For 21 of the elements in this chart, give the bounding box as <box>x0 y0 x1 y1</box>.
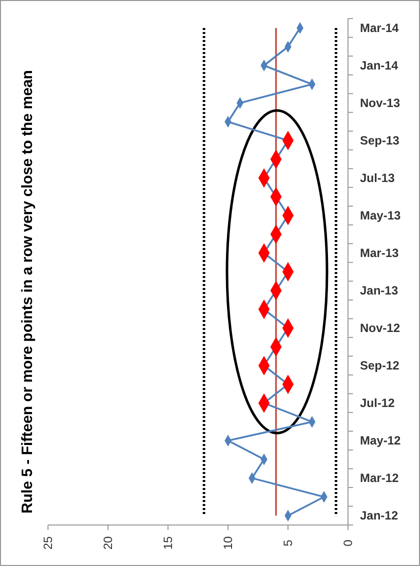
y-tick-label: Jan-14 <box>360 58 398 72</box>
y-tick-label: Sep-13 <box>360 134 400 148</box>
y-tick-label: Jul-12 <box>360 396 396 410</box>
y-tick-label: Jul-13 <box>360 171 396 186</box>
x-tick-label: 25 <box>41 536 55 550</box>
x-tick-label: 0 <box>341 539 355 546</box>
x-tick-label: 20 <box>101 536 115 550</box>
x-tick-label: 5 <box>281 539 295 546</box>
y-tick-label: Sep-12 <box>360 358 400 373</box>
y-tick-label: Mar-14 <box>360 20 400 35</box>
y-tick-label: Mar-13 <box>360 246 400 260</box>
y-tick-label: Jan-13 <box>360 284 398 298</box>
x-tick-label: 15 <box>161 536 175 550</box>
x-tick-label: 10 <box>221 536 235 550</box>
y-tick-label: Jan-12 <box>360 508 398 523</box>
y-tick-label: May-13 <box>360 208 402 223</box>
y-tick-label: Mar-12 <box>360 471 400 486</box>
y-tick-label: May-12 <box>360 434 402 448</box>
y-tick-label: Nov-13 <box>360 96 400 110</box>
text: Rule 5 - Fifteen or more points in a row very close to the mean <box>19 70 36 514</box>
y-tick-label: Nov-12 <box>360 321 400 336</box>
